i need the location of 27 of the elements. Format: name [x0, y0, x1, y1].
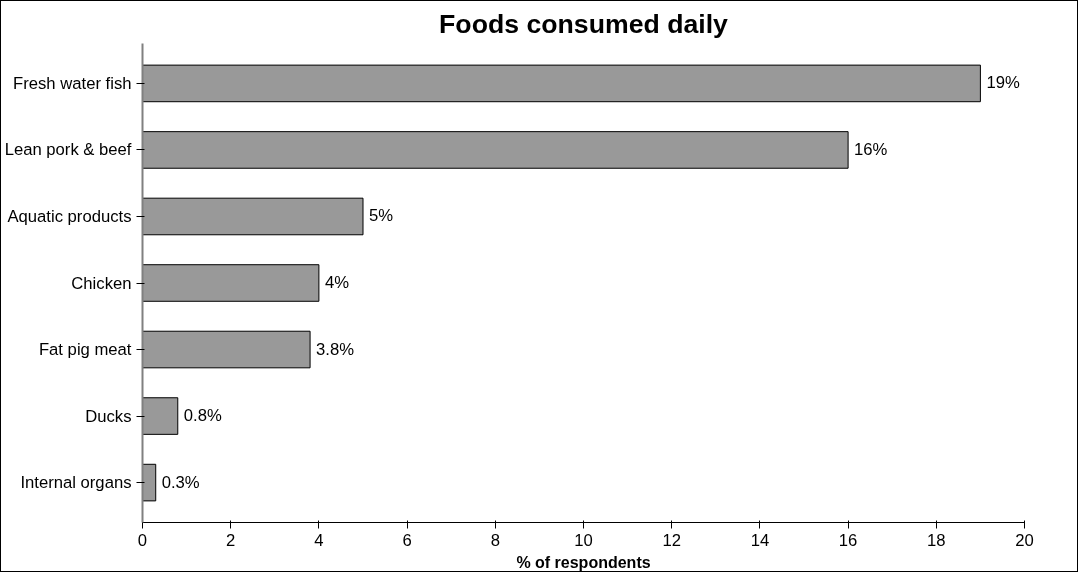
data-label: 3.8%: [316, 339, 355, 359]
x-tick-label: 18: [927, 530, 946, 550]
x-tick-label: 16: [838, 530, 858, 550]
data-label: 16%: [854, 139, 888, 159]
x-tick-label: 4: [314, 530, 324, 550]
x-tick-label: 12: [662, 530, 681, 550]
y-tick-label: Lean pork & beef: [4, 140, 132, 160]
data-label: 19%: [986, 73, 1020, 93]
y-tick-label: Fresh water fish: [13, 73, 132, 93]
x-tick-label: 2: [226, 530, 236, 550]
y-tick-label: Internal organs: [20, 473, 132, 493]
data-label: 5%: [369, 206, 394, 226]
y-tick-label: Aquatic products: [7, 206, 132, 226]
x-tick-label: 8: [490, 530, 500, 550]
x-axis-title: % of respondents: [516, 553, 651, 571]
data-label: 0.8%: [183, 406, 222, 426]
y-tick-label: Ducks: [85, 406, 132, 426]
x-tick-label: 14: [750, 530, 770, 550]
x-tick-label: 10: [574, 530, 593, 550]
x-tick-label: 0: [137, 530, 148, 550]
y-tick-label: Fat pig meat: [38, 340, 132, 360]
data-label: 0.3%: [161, 472, 200, 492]
chart-title: Foods consumed daily: [439, 8, 729, 39]
x-tick-label: 20: [1015, 530, 1034, 550]
y-tick-label: Chicken: [71, 273, 132, 293]
data-label: 4%: [324, 273, 350, 292]
x-tick-label: 6: [402, 530, 412, 550]
